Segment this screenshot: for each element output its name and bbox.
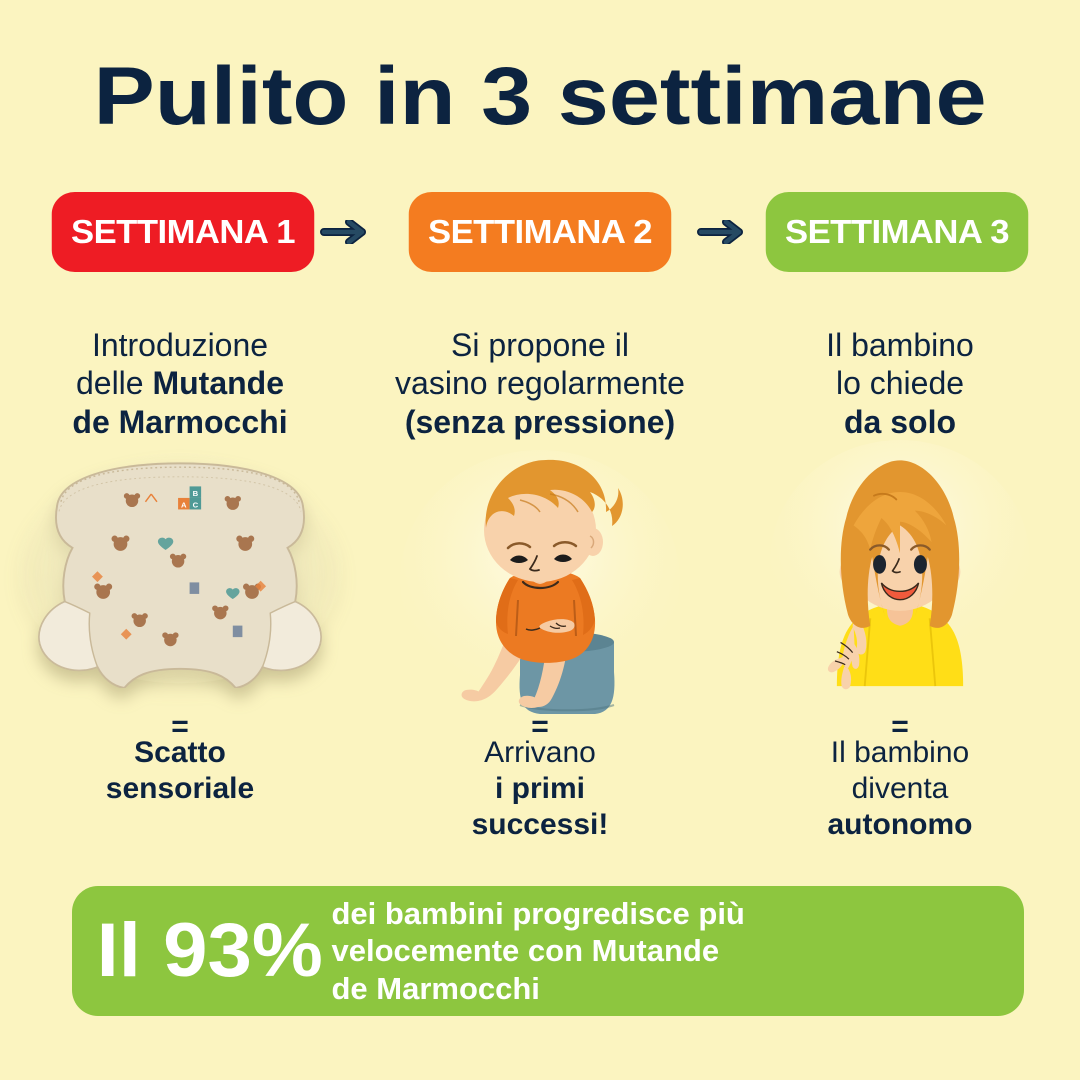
svg-text:C: C: [193, 501, 199, 510]
svg-text:B: B: [193, 489, 199, 498]
svg-text:A: A: [181, 501, 187, 510]
